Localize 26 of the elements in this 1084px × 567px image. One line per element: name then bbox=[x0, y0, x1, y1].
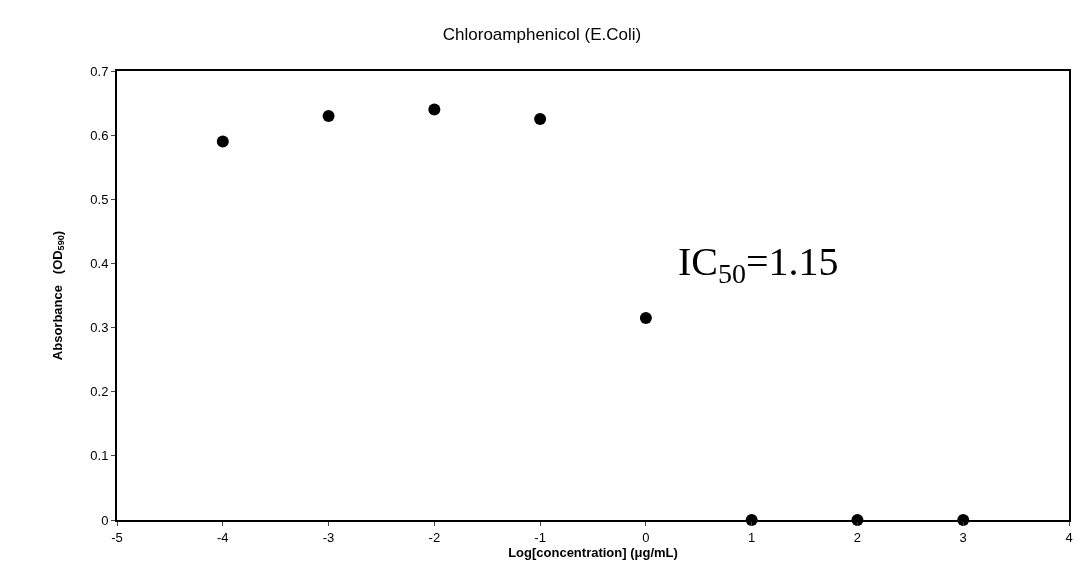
annotation: IC$_{50}$=1.15 bbox=[678, 239, 839, 290]
point bbox=[639, 311, 652, 324]
x-tick-label: -5 bbox=[111, 529, 123, 545]
point bbox=[216, 135, 229, 148]
chart-title: Chloroamphenicol (E.Coli) bbox=[442, 25, 642, 45]
x-axis-title: Log[concentration] (μg/mL) bbox=[508, 544, 678, 560]
y-tick-label: 0.2 bbox=[90, 384, 109, 400]
point bbox=[322, 109, 335, 122]
y-tick-label: 0.4 bbox=[90, 255, 109, 271]
point bbox=[534, 113, 547, 126]
y-tick-label: 0.3 bbox=[90, 320, 109, 336]
x-tick-label: 2 bbox=[853, 529, 862, 545]
y-tick-label: 0 bbox=[101, 512, 109, 528]
x-tick-label: 1 bbox=[748, 529, 756, 545]
x-tick-label: -2 bbox=[428, 529, 441, 545]
x-tick-label: -4 bbox=[217, 529, 229, 545]
y-tick-label: 0.1 bbox=[90, 448, 109, 464]
x-tick-label: -1 bbox=[534, 529, 546, 545]
x-tick-label: 4 bbox=[1065, 529, 1073, 545]
x-tick-label: 0 bbox=[642, 529, 650, 545]
y-tick-label: 0.5 bbox=[90, 191, 109, 207]
y-tick-label: 0.7 bbox=[90, 63, 109, 79]
point bbox=[428, 103, 441, 116]
y-tick-label: 0.6 bbox=[90, 127, 109, 143]
x-tick-label: 3 bbox=[959, 529, 967, 545]
x-tick-label: -3 bbox=[322, 529, 335, 545]
